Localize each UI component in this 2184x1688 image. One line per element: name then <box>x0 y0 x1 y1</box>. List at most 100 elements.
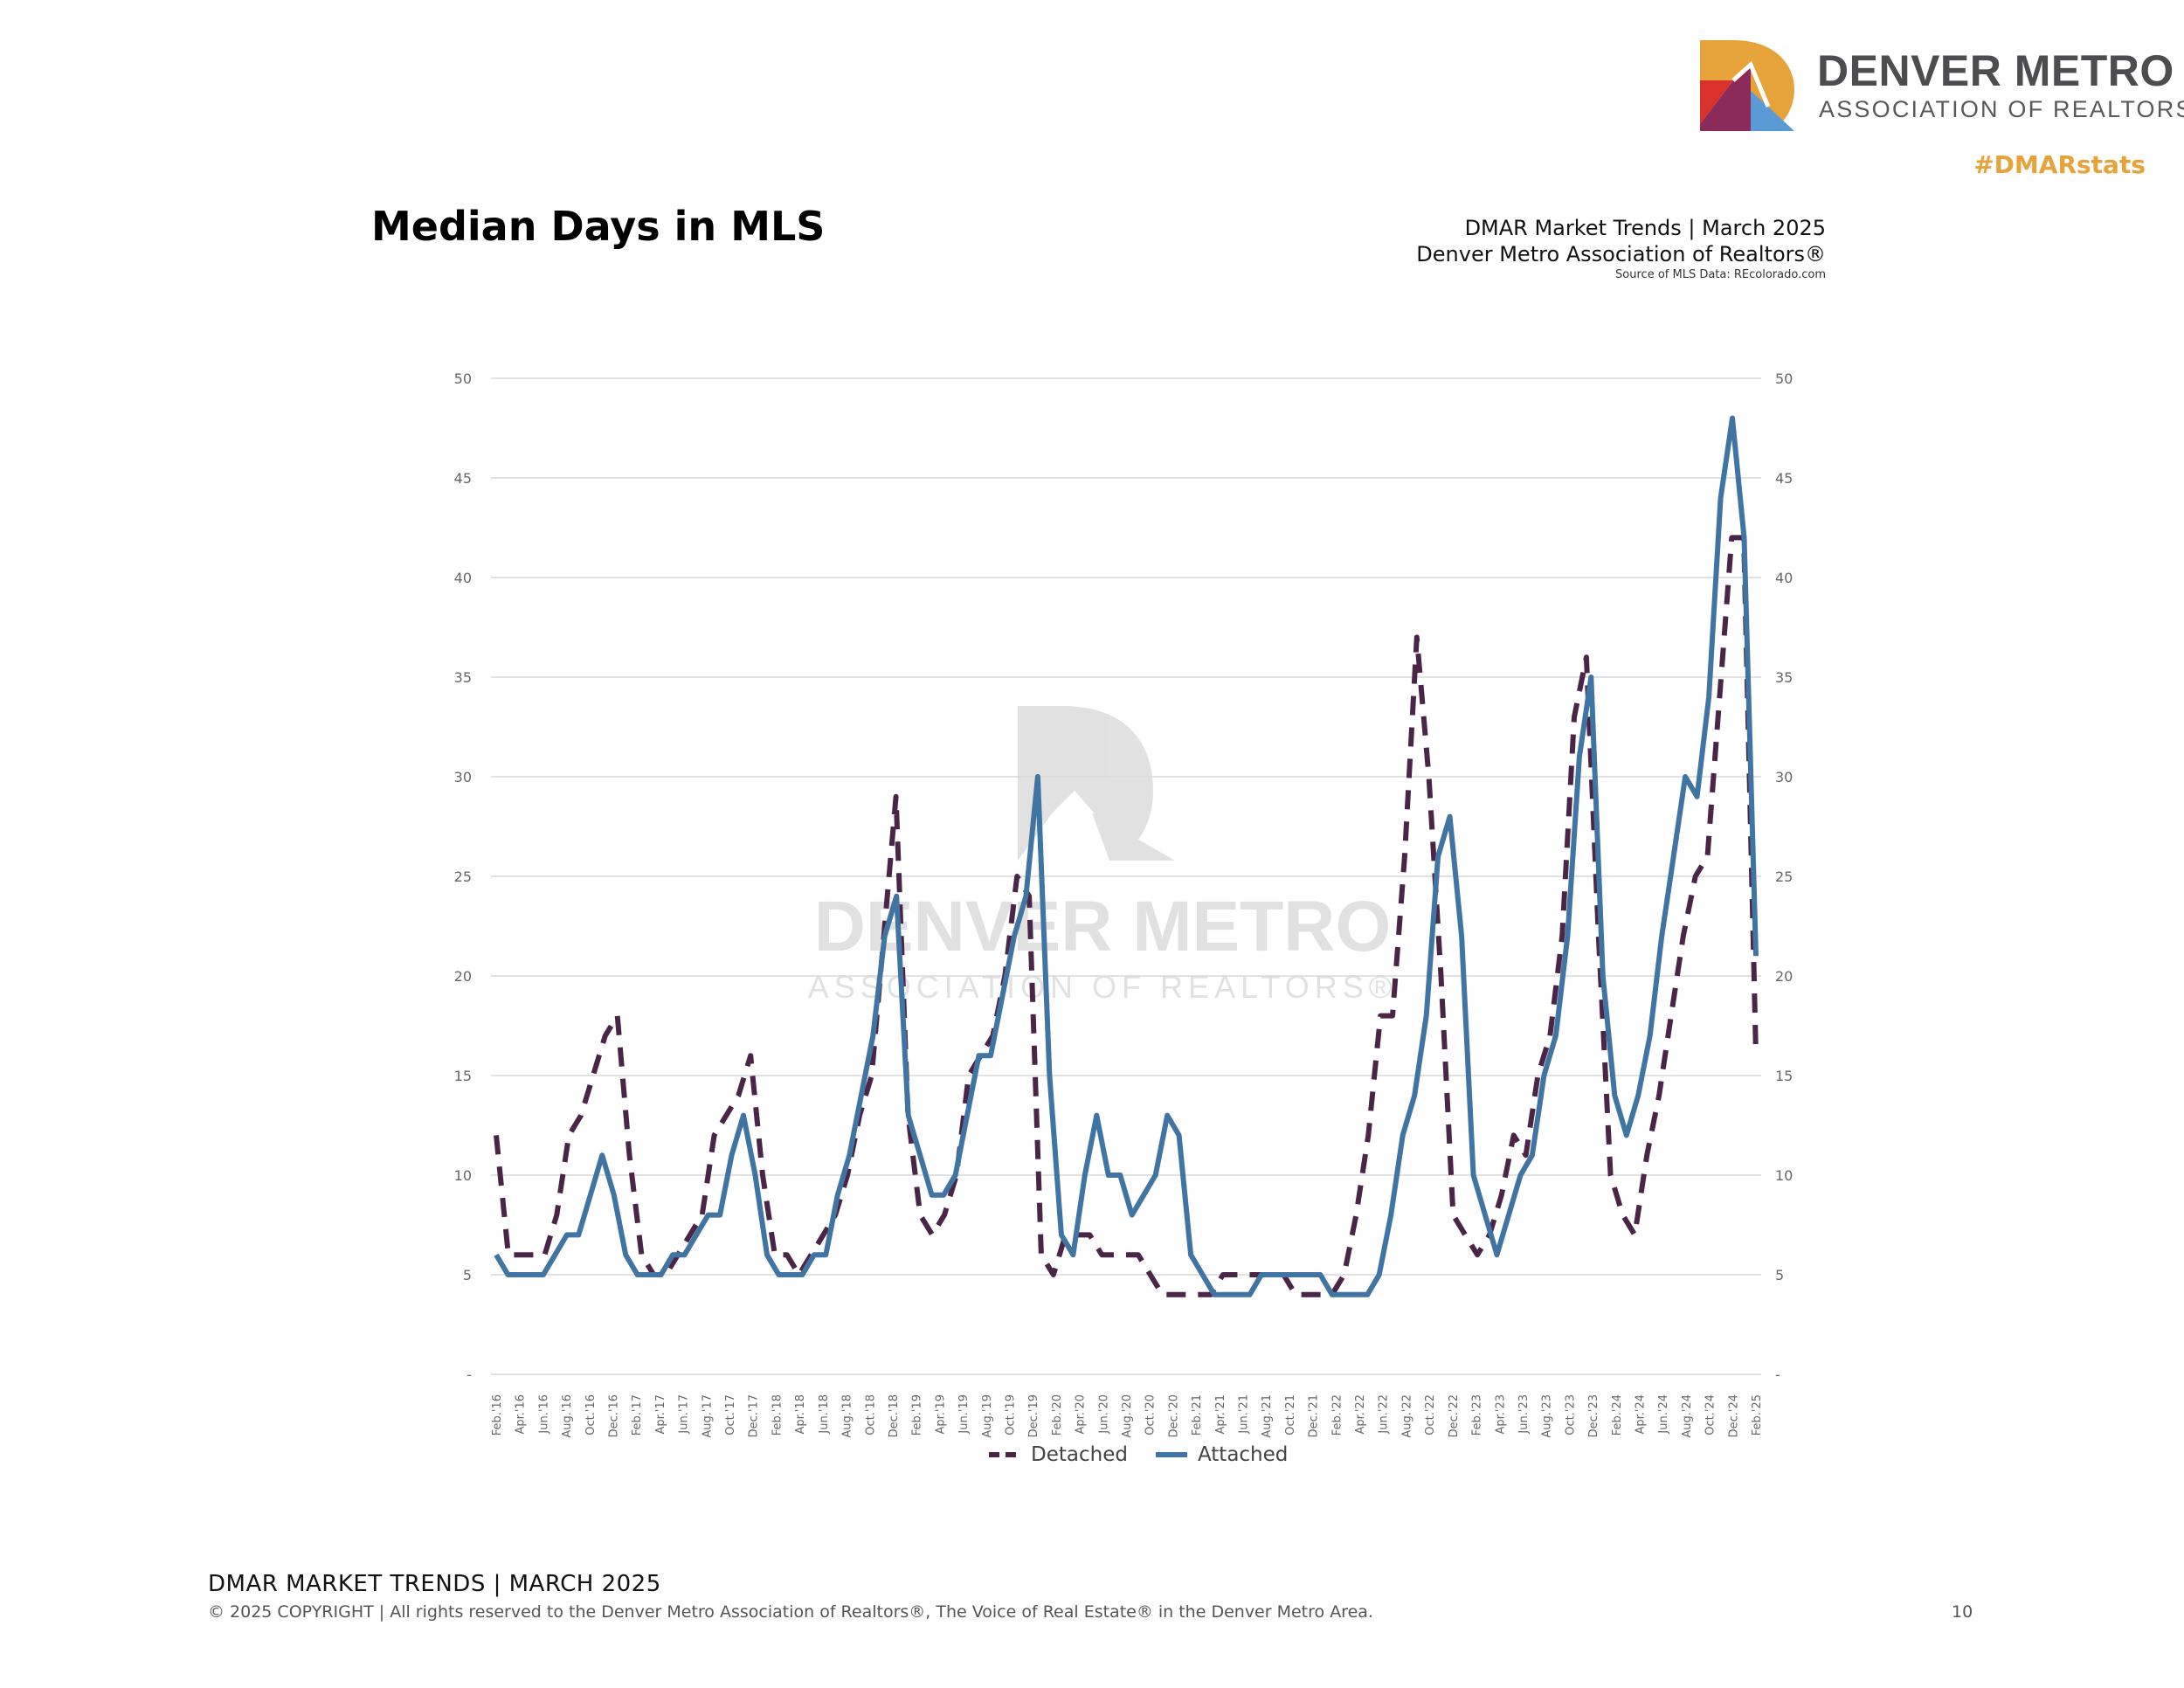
x-tick-label: Aug.'22 <box>1400 1394 1413 1438</box>
x-tick-label: Feb.'20 <box>1051 1394 1064 1435</box>
y-tick-label: 50 <box>454 370 472 387</box>
x-tick-label: Feb.'22 <box>1330 1394 1344 1435</box>
x-tick-label: Oct.'16 <box>584 1394 598 1435</box>
x-tick-label: Oct.'21 <box>1284 1394 1297 1435</box>
x-tick-label: Aug.'18 <box>841 1394 854 1438</box>
x-tick-label: Apr.'20 <box>1075 1394 1088 1435</box>
footer-copyright: © 2025 COPYRIGHT | All rights reserved t… <box>208 1602 1373 1622</box>
x-tick-label: Dec.'23 <box>1587 1394 1600 1437</box>
x-tick-label: Apr.'19 <box>934 1394 947 1435</box>
legend-item-attached: Attached <box>1154 1443 1288 1466</box>
watermark: DENVER METRO ASSOCIATION OF REALTORS® <box>808 706 1398 1005</box>
x-tick-label: Aug.'19 <box>981 1394 994 1438</box>
x-tick-label: Apr.'21 <box>1214 1394 1227 1435</box>
y-tick-label-right: 30 <box>1775 769 1793 785</box>
watermark-subtitle: ASSOCIATION OF REALTORS® <box>808 969 1398 1005</box>
x-tick-label: Dec.'20 <box>1167 1394 1180 1437</box>
report-meta: DMAR Market Trends | March 2025 Denver M… <box>1416 215 1826 283</box>
report-line: DMAR Market Trends | March 2025 <box>1464 216 1826 240</box>
dmarstats-hashtag: #DMARstats <box>1973 150 2146 179</box>
x-tick-label: Jun.'17 <box>678 1394 691 1435</box>
x-tick-label: Feb.'24 <box>1611 1394 1624 1435</box>
x-tick-label: Feb.'16 <box>491 1394 504 1435</box>
x-tick-label: Jun.'22 <box>1378 1394 1391 1435</box>
legend-item-detached: Detached <box>987 1443 1128 1466</box>
y-tick-label: 10 <box>454 1167 472 1184</box>
y-axis-right: - 5 10 15 20 25 30 35 40 45 50 <box>1775 370 1793 1383</box>
x-tick-label: Apr.'17 <box>654 1394 667 1435</box>
x-tick-label: Jun.'24 <box>1657 1394 1670 1435</box>
x-tick-label: Feb.'21 <box>1191 1394 1204 1435</box>
y-tick-label-right: 20 <box>1775 968 1793 985</box>
x-tick-label: Jun.'21 <box>1238 1394 1251 1435</box>
x-tick-label: Oct.'22 <box>1424 1394 1437 1435</box>
x-tick-label: Jun.'20 <box>1097 1394 1110 1435</box>
dmar-logo-icon <box>1700 40 1794 131</box>
median-days-chart: DENVER METRO ASSOCIATION OF REALTORS® - 5… <box>454 370 1794 1438</box>
y-tick-label: 15 <box>454 1068 472 1084</box>
x-tick-label: Oct.'20 <box>1144 1394 1158 1435</box>
y-tick-label: 25 <box>454 868 472 885</box>
source-line: Source of MLS Data: REcolorado.com <box>1615 268 1826 281</box>
x-tick-label: Feb.'17 <box>631 1394 644 1435</box>
x-axis: Feb.'16 Apr.'16 Jun.'16 Aug.'16 Oct.'16 Dec.'… <box>491 1394 1764 1438</box>
y-tick-label: 40 <box>454 570 472 586</box>
y-tick-label-right: 45 <box>1775 470 1793 487</box>
detached-swatch-icon <box>989 1452 1020 1457</box>
x-tick-label: Jun.'18 <box>818 1394 831 1435</box>
y-tick-label: - <box>467 1366 472 1383</box>
y-tick-label-right: 40 <box>1775 570 1793 586</box>
x-tick-label: Dec.'17 <box>748 1394 761 1437</box>
x-tick-label: Aug.'24 <box>1681 1394 1694 1438</box>
x-tick-label: Dec.'16 <box>608 1394 621 1437</box>
x-tick-label: Jun.'19 <box>957 1394 971 1435</box>
x-tick-label: Jun.'23 <box>1517 1394 1531 1435</box>
x-tick-label: Feb.'25 <box>1751 1394 1764 1435</box>
y-tick-label-right: 15 <box>1775 1068 1793 1084</box>
footer-title: DMAR MARKET TRENDS | MARCH 2025 <box>208 1571 661 1597</box>
x-tick-label: Oct.'24 <box>1704 1394 1717 1435</box>
x-tick-label: Aug.'16 <box>561 1394 574 1438</box>
y-tick-label-right: 50 <box>1775 370 1793 387</box>
x-tick-label: Oct.'18 <box>864 1394 877 1435</box>
x-tick-label: Dec.'21 <box>1308 1394 1321 1437</box>
x-tick-label: Feb.'19 <box>911 1394 924 1435</box>
x-tick-label: Dec.'22 <box>1448 1394 1461 1437</box>
chart-legend: Detached Attached <box>987 1443 1288 1466</box>
x-tick-label: Feb.'23 <box>1471 1394 1484 1435</box>
y-tick-label-right: 5 <box>1775 1267 1784 1283</box>
y-tick-label-right: 10 <box>1775 1167 1793 1184</box>
legend-label-detached: Detached <box>1031 1443 1128 1466</box>
x-tick-label: Apr.'16 <box>515 1394 528 1435</box>
x-tick-label: Oct.'23 <box>1564 1394 1577 1435</box>
x-tick-label: Dec.'18 <box>888 1394 901 1437</box>
y-tick-label: 5 <box>463 1267 472 1283</box>
page-number: 10 <box>1952 1602 1973 1622</box>
page-title: Median Days in MLS <box>371 203 826 250</box>
attached-swatch-icon <box>1155 1452 1187 1457</box>
y-tick-label: 45 <box>454 470 472 487</box>
x-tick-label: Aug.'21 <box>1261 1394 1274 1438</box>
x-tick-label: Aug.'23 <box>1541 1394 1554 1438</box>
x-tick-label: Apr.'23 <box>1494 1394 1507 1435</box>
x-tick-label: Jun.'16 <box>537 1394 550 1435</box>
x-tick-label: Aug.'20 <box>1121 1394 1134 1438</box>
y-tick-label: 20 <box>454 968 472 985</box>
y-tick-label: 30 <box>454 769 472 785</box>
y-tick-label-right: 25 <box>1775 868 1793 885</box>
chart-grid <box>491 377 1761 1375</box>
x-tick-label: Oct.'19 <box>1004 1394 1017 1435</box>
chart-series <box>494 415 1759 1297</box>
x-tick-label: Apr.'18 <box>794 1394 807 1435</box>
y-tick-label: 35 <box>454 669 472 686</box>
x-tick-label: Dec.'24 <box>1727 1394 1740 1437</box>
brand-name: DENVER METRO <box>1817 46 2174 95</box>
org-line: Denver Metro Association of Realtors® <box>1416 242 1826 266</box>
x-tick-label: Apr.'22 <box>1354 1394 1367 1435</box>
x-tick-label: Aug.'17 <box>701 1394 714 1438</box>
legend-label-attached: Attached <box>1197 1443 1289 1466</box>
brand-subtitle: ASSOCIATION OF REALTORS® <box>1819 96 2184 122</box>
y-tick-label-right: - <box>1775 1366 1780 1383</box>
x-tick-label: Feb.'18 <box>771 1394 784 1435</box>
y-axis-left: - 5 10 15 20 25 30 35 40 45 50 <box>454 370 472 1383</box>
